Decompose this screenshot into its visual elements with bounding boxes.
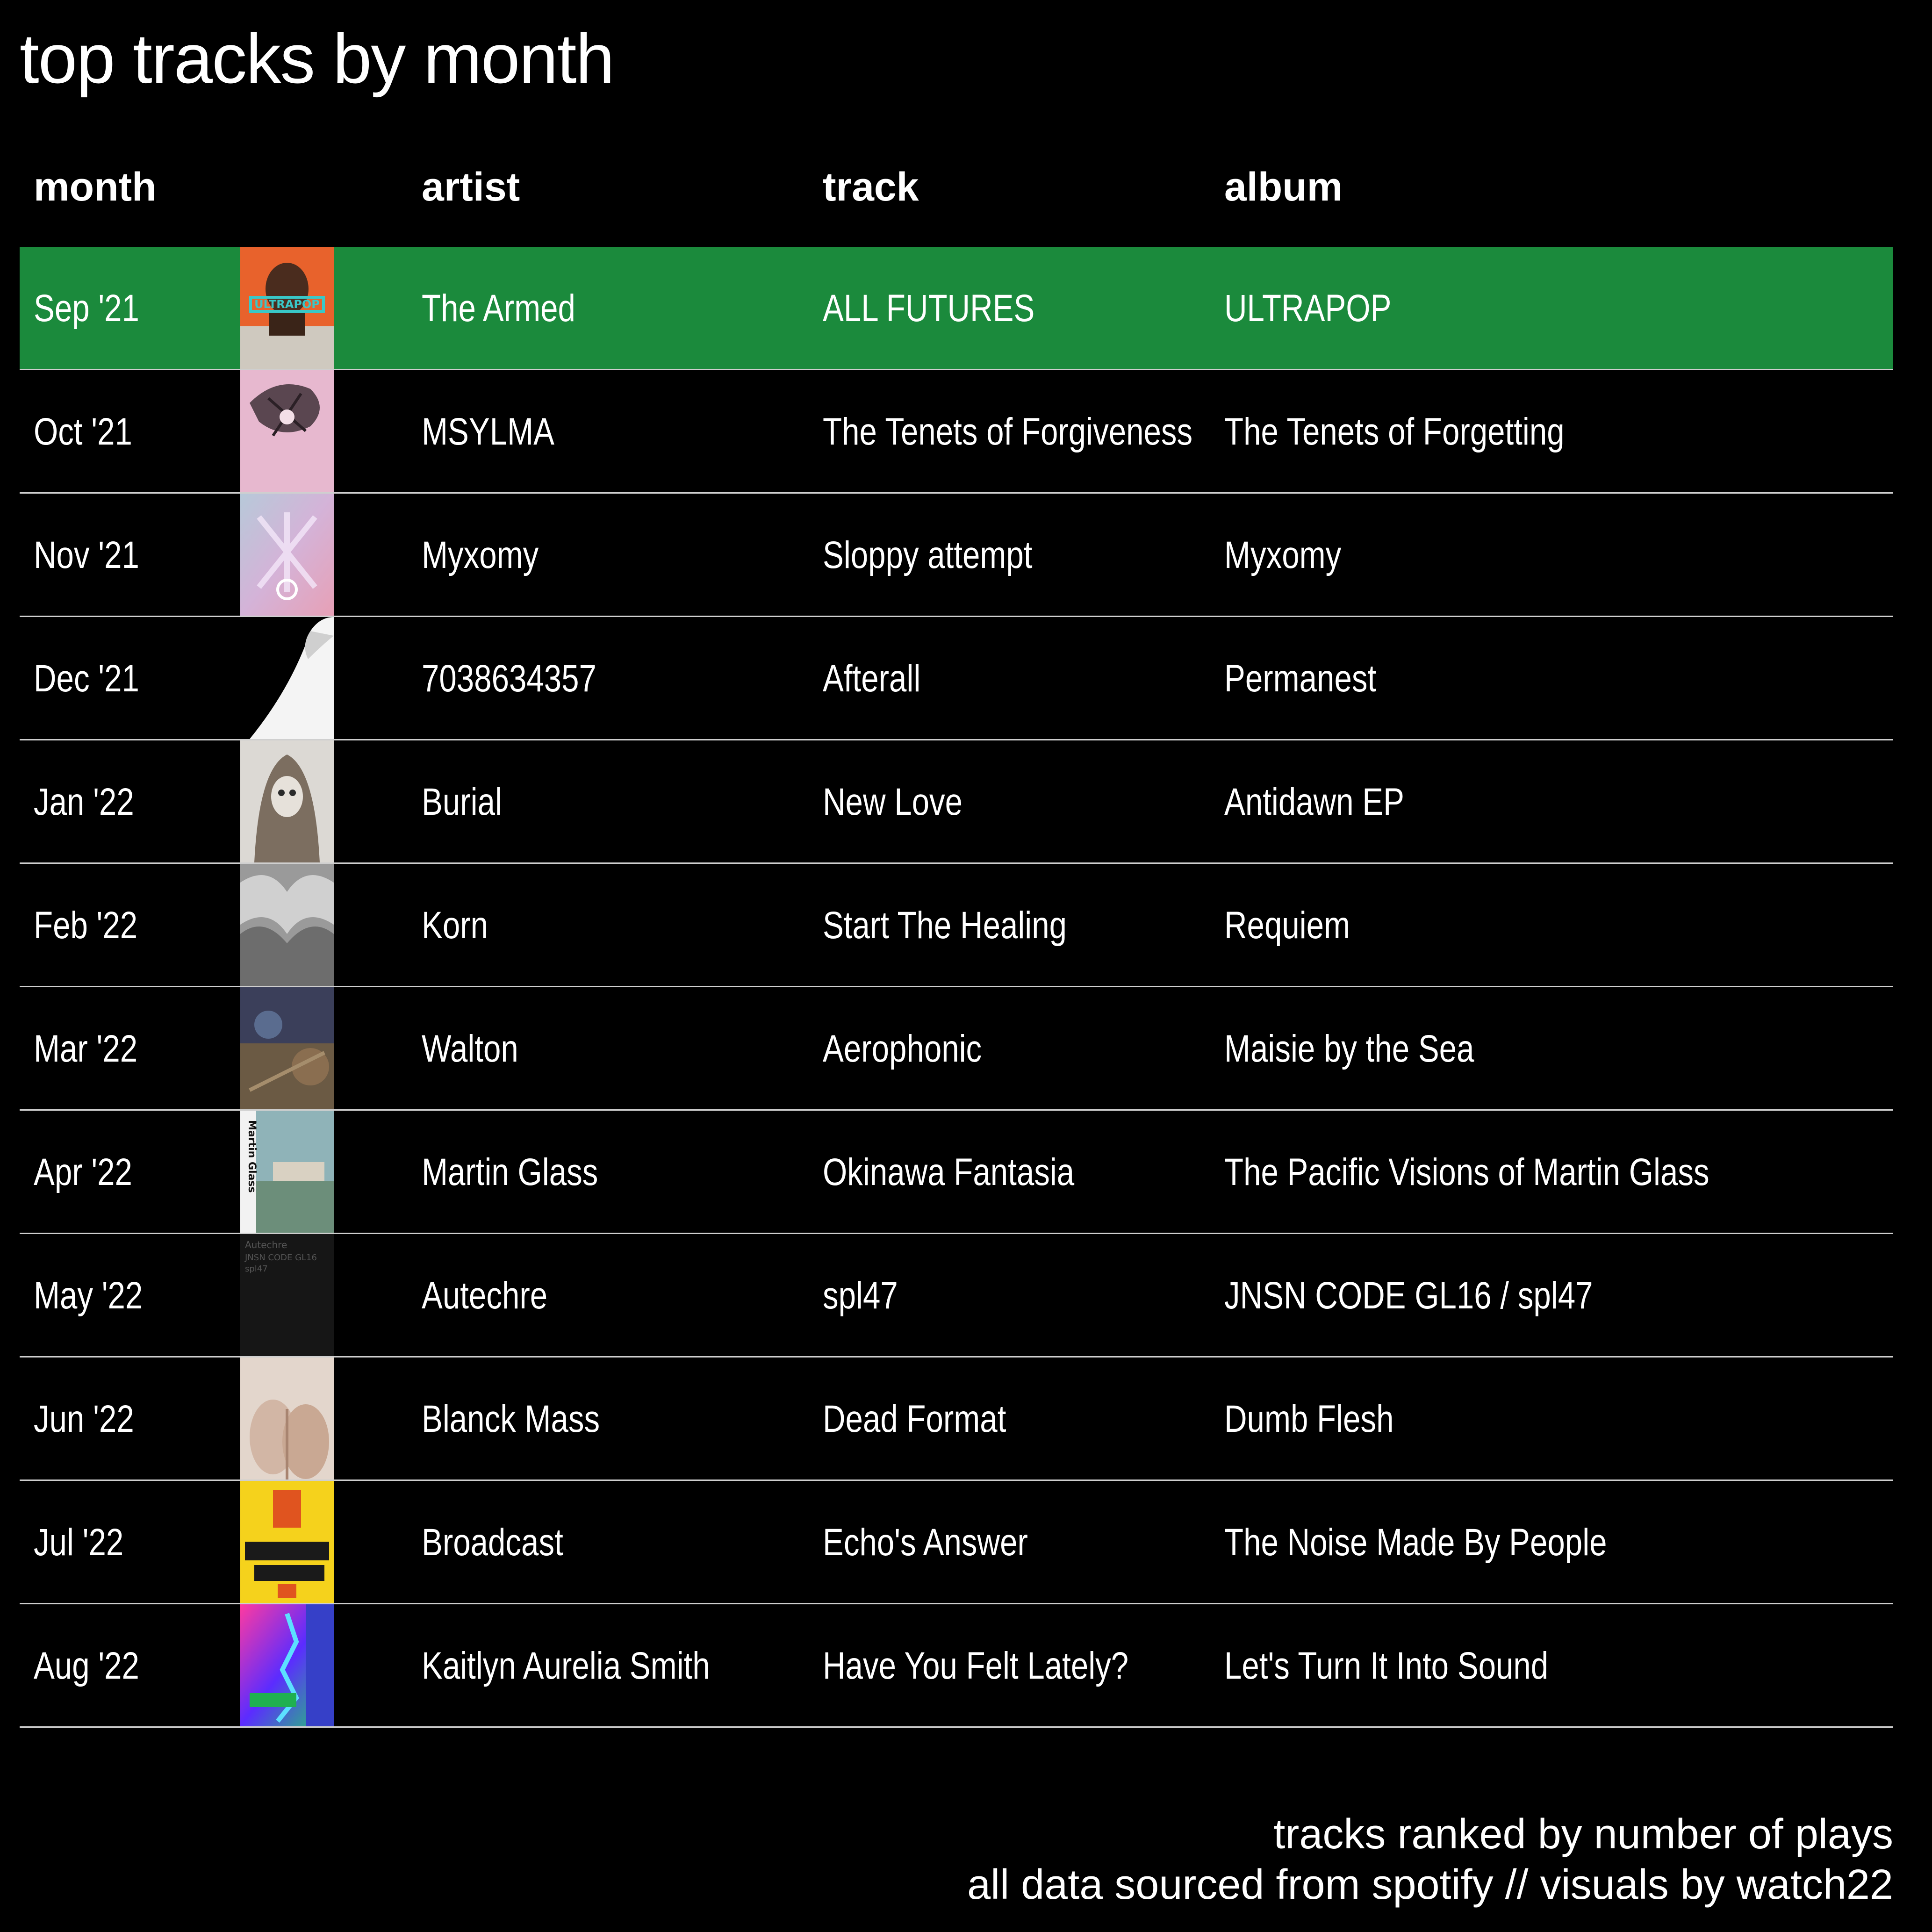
row-month: Sep '21 xyxy=(34,287,139,330)
row-artist: Kaitlyn Aurelia Smith xyxy=(422,1645,710,1687)
row-month: Dec '21 xyxy=(34,657,139,700)
row-artist: Broadcast xyxy=(422,1521,563,1564)
svg-text:Martin Glass: Martin Glass xyxy=(246,1120,258,1193)
table-row: Apr '22 Martin Glass Martin Glass Okinawa F… xyxy=(20,1111,1893,1234)
table-row: Mar '22 Walton Aerophonic Maisie by the Sea xyxy=(20,987,1893,1111)
album-cover-tenets xyxy=(240,370,334,492)
row-album: Requiem xyxy=(1224,904,1350,947)
album-cover-requiem xyxy=(240,864,334,986)
column-header-track: track xyxy=(823,165,919,209)
album-cover-ultrapop: ULTRAPOP xyxy=(240,247,334,369)
row-track: spl47 xyxy=(823,1274,898,1317)
svg-text:Autechre: Autechre xyxy=(245,1239,287,1250)
svg-text:spl47: spl47 xyxy=(245,1264,268,1274)
row-artist: 7038634357 xyxy=(422,657,596,700)
row-month: Feb '22 xyxy=(34,904,138,947)
album-cover-maisie xyxy=(240,987,334,1109)
row-artist: Martin Glass xyxy=(422,1151,598,1193)
row-track: New Love xyxy=(823,781,963,823)
row-album: Let's Turn It Into Sound xyxy=(1224,1645,1549,1687)
row-month: Mar '22 xyxy=(34,1027,138,1070)
row-track: Dead Format xyxy=(823,1398,1006,1440)
svg-text:ULTRAPOP: ULTRAPOP xyxy=(254,298,320,311)
row-artist: Blanck Mass xyxy=(422,1398,600,1440)
top-tracks-table: month artist track album Sep '21 ULTRAPOP… xyxy=(20,154,1893,1728)
row-album: ULTRAPOP xyxy=(1224,287,1392,330)
column-header-album: album xyxy=(1224,165,1343,209)
footnote-source: all data sourced from spotify // visuals… xyxy=(967,1861,1893,1908)
chart-title: top tracks by month xyxy=(20,19,615,98)
table-row: Sep '21 ULTRAPOP The Armed ALL FUTURES ULTRA… xyxy=(20,247,1893,370)
table-body: Sep '21 ULTRAPOP The Armed ALL FUTURES ULTRA… xyxy=(20,247,1893,1728)
row-track: ALL FUTURES xyxy=(823,287,1035,330)
table-row: Jul '22 Broadcast Echo's Answer The Noise M… xyxy=(20,1481,1893,1604)
table-row: Dec '21 7038634357 Afterall Permanest xyxy=(20,617,1893,740)
row-album: Permanest xyxy=(1224,657,1377,700)
row-album: Antidawn EP xyxy=(1224,781,1404,823)
row-track: Afterall xyxy=(823,657,921,700)
row-month: Apr '22 xyxy=(34,1151,132,1193)
row-month: Jul '22 xyxy=(34,1521,124,1564)
row-month: Oct '21 xyxy=(34,410,132,453)
table-row: Jan '22 Burial New Love Antidawn EP xyxy=(20,740,1893,864)
album-cover-antidawn xyxy=(240,740,334,862)
row-artist: Autechre xyxy=(422,1274,548,1317)
table-row: Aug '22 Kaitlyn Aurelia Smith Have You Fel… xyxy=(20,1604,1893,1728)
row-album: Dumb Flesh xyxy=(1224,1398,1394,1440)
table-row: Nov '21 Myxomy Sloppy attempt Myxomy xyxy=(20,494,1893,617)
row-album: JNSN CODE GL16 / spl47 xyxy=(1224,1274,1593,1317)
table-row: Feb '22 Korn Start The Healing Requiem xyxy=(20,864,1893,987)
row-track: Aerophonic xyxy=(823,1027,982,1070)
row-month: Aug '22 xyxy=(34,1645,139,1687)
row-album: Myxomy xyxy=(1224,534,1342,576)
row-track: Start The Healing xyxy=(823,904,1067,947)
table-row: May '22 Autechre JNSN CODE GL16 spl47 Autech… xyxy=(20,1234,1893,1357)
row-track: Have You Felt Lately? xyxy=(823,1645,1129,1687)
table-row: Jun '22 Blanck Mass Dead Format Dumb Flesh xyxy=(20,1357,1893,1481)
album-cover-dumb-flesh xyxy=(240,1357,334,1480)
album-cover-broadcast xyxy=(240,1481,334,1603)
row-artist: Burial xyxy=(422,781,502,823)
footnote-ranking: tracks ranked by number of plays xyxy=(1273,1811,1893,1858)
album-cover-lets-turn-it-into-sound xyxy=(240,1604,334,1726)
row-track: Okinawa Fantasia xyxy=(823,1151,1075,1193)
album-cover-autechre: Autechre JNSN CODE GL16 spl47 xyxy=(240,1234,334,1356)
row-track: Echo's Answer xyxy=(823,1521,1028,1564)
row-track: Sloppy attempt xyxy=(823,534,1033,576)
row-track: The Tenets of Forgiveness xyxy=(823,410,1193,453)
album-cover-pacific-visions: Martin Glass xyxy=(240,1111,334,1233)
row-album: Maisie by the Sea xyxy=(1224,1027,1474,1070)
album-cover-myxomy xyxy=(240,494,334,616)
row-album: The Pacific Visions of Martin Glass xyxy=(1224,1151,1709,1193)
row-artist: Myxomy xyxy=(422,534,539,576)
table-row: Oct '21 MSYLMA The Tenets of Forgiveness Th… xyxy=(20,370,1893,494)
row-artist: Walton xyxy=(422,1027,518,1070)
row-artist: MSYLMA xyxy=(422,410,554,453)
row-month: Nov '21 xyxy=(34,534,139,576)
column-header-artist: artist xyxy=(422,165,520,209)
column-header-month: month xyxy=(34,165,157,209)
svg-text:JNSN CODE GL16: JNSN CODE GL16 xyxy=(244,1253,317,1263)
row-month: Jun '22 xyxy=(34,1398,134,1440)
album-cover-permanest xyxy=(240,617,334,739)
table-header: month artist track album xyxy=(20,154,1893,247)
row-artist: The Armed xyxy=(422,287,575,330)
row-month: May '22 xyxy=(34,1274,143,1317)
row-album: The Tenets of Forgetting xyxy=(1224,410,1565,453)
row-month: Jan '22 xyxy=(34,781,134,823)
row-artist: Korn xyxy=(422,904,488,947)
row-album: The Noise Made By People xyxy=(1224,1521,1607,1564)
